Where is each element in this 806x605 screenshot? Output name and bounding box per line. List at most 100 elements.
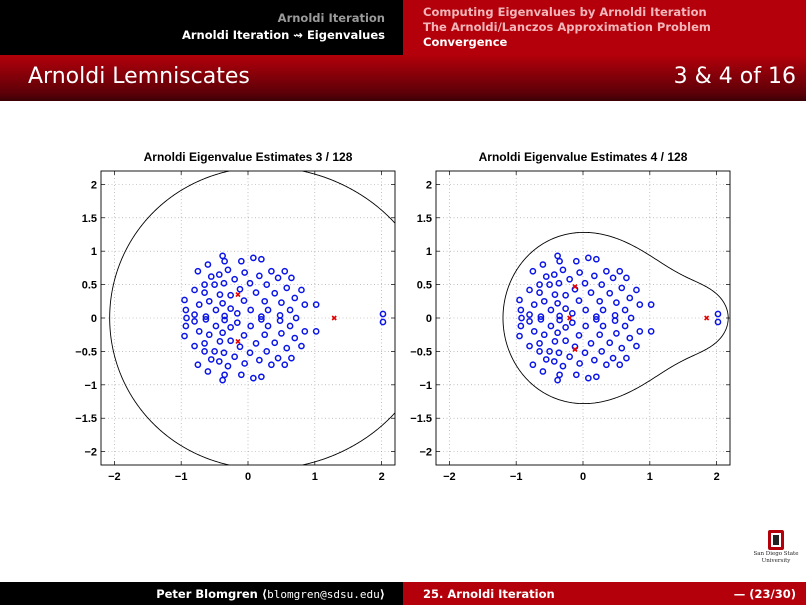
eigenvalue-point: [517, 306, 525, 314]
eigenvalue-point: [291, 294, 299, 302]
eigenvalue-point: [263, 348, 271, 355]
eigenvalue-point: [537, 315, 545, 323]
eigenvalue-point: [220, 349, 228, 357]
page-number: — (23/30): [733, 587, 796, 601]
y-tick-label: −1.5: [410, 413, 432, 425]
eigenvalue-point: [616, 267, 624, 275]
eigenvalue-point: [379, 318, 387, 326]
eigenvalue-point: [250, 374, 257, 382]
author-email: blomgren@sdsu.edu: [267, 588, 380, 601]
top-navigation-bar: Arnoldi Iteration Arnoldi Iteration ⇝ Ei…: [0, 0, 806, 55]
eigenvalue-point: [547, 322, 555, 330]
eigenvalue-point: [618, 344, 626, 352]
eigenvalue-point: [237, 257, 245, 265]
eigenvalue-point: [221, 312, 228, 320]
eigenvalue-point: [236, 343, 244, 351]
eigenvalue-point: [240, 297, 248, 304]
eigenvalue-point: [281, 361, 289, 369]
eigenvalue-point: [276, 317, 284, 325]
eigenvalue-point: [593, 255, 600, 263]
eigenvalue-point: [298, 286, 305, 294]
eigenvalue-point: [219, 252, 226, 260]
eigenvalue-point: [250, 254, 257, 262]
eigenvalue-point: [598, 281, 606, 288]
eigenvalue-point: [312, 301, 320, 308]
eigenvalue-point: [236, 285, 244, 293]
eigenvalue-point: [555, 279, 563, 287]
eigenvalue-point: [283, 344, 291, 352]
nav-item-convergence[interactable]: Convergence: [423, 35, 508, 49]
eigenvalue-point: [268, 267, 275, 275]
section-title[interactable]: Arnoldi Iteration: [277, 11, 385, 25]
eigenvalue-point: [596, 297, 604, 305]
eigenvalue-point: [233, 319, 241, 327]
eigenvalue-point: [572, 371, 580, 379]
eigenvalue-point: [201, 281, 208, 288]
frame-title: Arnoldi Lemniscates: [28, 64, 250, 89]
eigenvalue-point: [219, 329, 226, 337]
eigenvalue-point: [537, 313, 545, 321]
eigenvalue-point: [613, 330, 620, 337]
chart-panel-1: Arnoldi Eigenvalue Estimates 3 / 128 −2 −1…: [75, 150, 396, 483]
eigenvalue-point: [263, 281, 271, 288]
eigenvalue-point: [216, 338, 224, 345]
eigenvalue-point: [202, 313, 210, 321]
eigenvalue-point: [227, 291, 234, 299]
eigenvalue-point: [261, 297, 269, 305]
eigenvalue-point: [621, 322, 629, 330]
x-tick-label: −1: [175, 471, 188, 483]
eigenvalue-point: [626, 294, 634, 302]
section-header: Arnoldi Iteration Arnoldi Iteration ⇝ Ei…: [0, 0, 403, 55]
y-tick-label: 2: [426, 179, 432, 191]
axes-frame: [435, 170, 731, 466]
eigenvalue-point: [562, 305, 569, 312]
x-tick-label: 2: [379, 471, 385, 483]
eigenvalue-point: [566, 275, 573, 283]
eigenvalue-point: [591, 356, 598, 364]
eigenvalue-point: [568, 319, 576, 327]
eigenvalue-point: [582, 306, 590, 314]
eigenvalue-point: [609, 274, 617, 282]
eigenvalue-point: [530, 301, 538, 308]
eigenvalue-point: [556, 257, 563, 265]
eigenvalue-point: [575, 332, 583, 339]
eigenvalue-point: [212, 322, 220, 330]
eigenvalue-point: [278, 299, 285, 306]
eigenvalue-point: [633, 342, 640, 350]
eigenvalue-point: [536, 289, 543, 296]
eigenvalue-point: [593, 373, 600, 381]
eigenvalue-point: [231, 353, 238, 361]
eigenvalue-point: [274, 354, 282, 362]
footer-author: Peter Blomgren ⟨blomgren@sdsu.edu⟩: [0, 582, 403, 605]
eigenvalue-point: [227, 305, 234, 312]
subsection-title[interactable]: Arnoldi Iteration ⇝ Eigenvalues: [181, 28, 385, 42]
eigenvalue-point: [274, 274, 282, 282]
x-tick-label: 0: [245, 471, 251, 483]
eigenvalue-point: [246, 279, 254, 287]
eigenvalue-point: [227, 324, 234, 331]
x-tick-label: −2: [443, 471, 456, 483]
eigenvalue-point: [215, 358, 223, 365]
eigenvalue-point: [247, 306, 255, 314]
eigenvalue-point: [540, 331, 548, 339]
eigenvalue-point: [598, 348, 606, 355]
eigenvalue-point: [240, 332, 248, 339]
nav-item-approximation-problem[interactable]: The Arnoldi/Lanczos Approximation Proble…: [423, 20, 711, 34]
eigenvalue-point: [566, 353, 573, 361]
eigenvalue-point: [529, 267, 537, 275]
eigenvalue-point: [201, 348, 208, 355]
eigenvalue-point: [593, 313, 600, 321]
eigenvalue-point: [633, 286, 640, 294]
eigenvalue-point: [603, 267, 610, 275]
eigenvalue-point: [227, 337, 234, 345]
ritz-value-marker: [235, 292, 241, 298]
eigenvalue-point: [593, 315, 600, 323]
eigenvalue-point: [529, 361, 537, 369]
eigenvalue-point: [252, 289, 260, 296]
subsection-nav: Computing Eigenvalues by Arnoldi Iterati…: [403, 0, 806, 55]
eigenvalue-point: [540, 297, 548, 305]
nav-item-computing-eigenvalues[interactable]: Computing Eigenvalues by Arnoldi Iterati…: [423, 5, 707, 19]
eigenvalue-point: [518, 314, 525, 322]
eigenvalue-point: [207, 356, 215, 363]
eigenvalue-point: [268, 361, 275, 369]
